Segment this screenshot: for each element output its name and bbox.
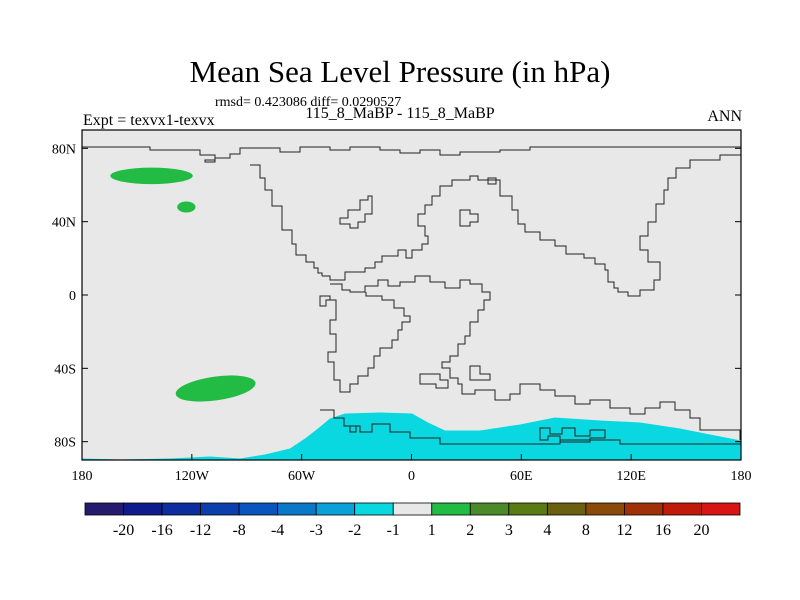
colorbar-label: -4 (271, 522, 284, 539)
colorbar-swatch (123, 502, 163, 516)
colorbar-swatch (200, 502, 240, 516)
colorbar-label: -2 (348, 522, 361, 539)
colorbar: -20 -16 -12 -8 -4 -3 -2 -1 1 2 3 4 8 12 16 20 (84, 502, 741, 539)
colorbar-swatch (315, 502, 356, 516)
colorbar-label: -1 (387, 522, 400, 539)
x-tick-label: 120W (175, 469, 210, 484)
y-tick-label: 80N (52, 142, 76, 157)
y-tick-label: 80S (54, 436, 76, 451)
colorbar-swatch (662, 502, 702, 516)
colorbar-swatch (238, 502, 279, 516)
colorbar-swatch (508, 502, 548, 516)
colorbar-label: 16 (655, 522, 671, 539)
colorbar-swatch (431, 502, 471, 516)
region-pacific-small-high (177, 201, 196, 213)
y-tick-label: 0 (69, 289, 76, 304)
colorbar-swatch (354, 502, 394, 516)
x-tick-label: 180 (72, 469, 93, 484)
colorbar-swatch (84, 502, 124, 516)
colorbar-label: 8 (582, 522, 590, 539)
x-tick-label: 60W (288, 469, 316, 484)
colorbar-swatch (469, 502, 510, 516)
colorbar-swatch (624, 502, 664, 516)
colorbar-swatch (161, 502, 201, 516)
colorbar-label: -12 (190, 522, 211, 539)
chart-title: Mean Sea Level Pressure (in hPa) (189, 54, 611, 89)
colorbar-label: 12 (616, 522, 632, 539)
colorbar-label: -3 (310, 522, 323, 539)
colorbar-swatch (701, 502, 741, 516)
y-tick-label: 40N (52, 216, 76, 231)
colorbar-label: 3 (505, 522, 513, 539)
x-tick-label: 60E (510, 469, 533, 484)
colorbar-label: -8 (232, 522, 245, 539)
experiment-label: Expt = texvx1-texvx (83, 112, 215, 129)
region-south-pacific-high (175, 375, 256, 402)
plot-subtitle: 115_8_MaBP - 115_8_MaBP (305, 105, 495, 122)
x-tick-label: 180 (731, 469, 752, 484)
colorbar-label: 1 (428, 522, 436, 539)
map-background (82, 130, 741, 460)
rmsd-diff-stats: rmsd= 0.423086 diff= 0.0290527 (215, 95, 402, 110)
colorbar-swatch (585, 502, 625, 516)
region-north-pacific-high (110, 167, 193, 185)
colorbar-label: 4 (543, 522, 551, 539)
colorbar-label: 20 (693, 522, 709, 539)
x-tick-label: 120E (616, 469, 646, 484)
continent-outlines (82, 146, 741, 445)
colorbar-swatch (277, 502, 317, 516)
map-panel: 180 120W 60W 0 60E 120E 180 80N 40N 0 40S 80S (52, 129, 752, 484)
colorbar-label: 2 (466, 522, 474, 539)
season-label: ANN (707, 108, 742, 125)
region-southern-ocean-low (82, 412, 741, 460)
y-tick-label: 40S (54, 362, 76, 377)
x-tick-label: 0 (408, 469, 415, 484)
colorbar-swatch (546, 502, 587, 516)
colorbar-swatch (392, 502, 433, 516)
colorbar-label: -16 (151, 522, 172, 539)
colorbar-label: -20 (113, 522, 134, 539)
